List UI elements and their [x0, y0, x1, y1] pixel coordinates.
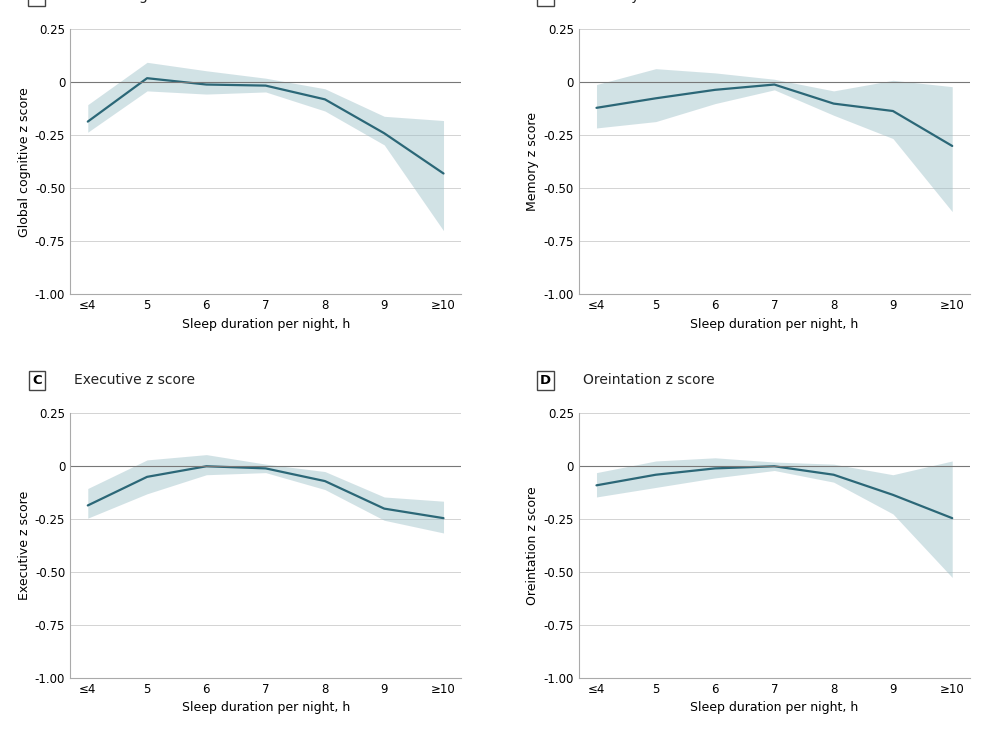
X-axis label: Sleep duration per night, h: Sleep duration per night, h: [182, 318, 350, 331]
Y-axis label: Memory z score: Memory z score: [526, 112, 539, 212]
Y-axis label: Global cognitive z score: Global cognitive z score: [18, 87, 31, 237]
Text: Memory z score: Memory z score: [583, 0, 692, 3]
X-axis label: Sleep duration per night, h: Sleep duration per night, h: [182, 702, 350, 714]
Text: A: A: [32, 0, 42, 3]
X-axis label: Sleep duration per night, h: Sleep duration per night, h: [690, 702, 858, 714]
Text: Oreintation z score: Oreintation z score: [583, 373, 714, 387]
Y-axis label: Executive z score: Executive z score: [18, 491, 31, 601]
Y-axis label: Oreintation z score: Oreintation z score: [526, 486, 539, 605]
Text: C: C: [32, 374, 42, 387]
X-axis label: Sleep duration per night, h: Sleep duration per night, h: [690, 318, 858, 331]
Text: D: D: [540, 374, 551, 387]
Text: Global cognitive z score: Global cognitive z score: [74, 0, 240, 3]
Text: Executive z score: Executive z score: [74, 373, 195, 387]
Text: B: B: [540, 0, 550, 3]
